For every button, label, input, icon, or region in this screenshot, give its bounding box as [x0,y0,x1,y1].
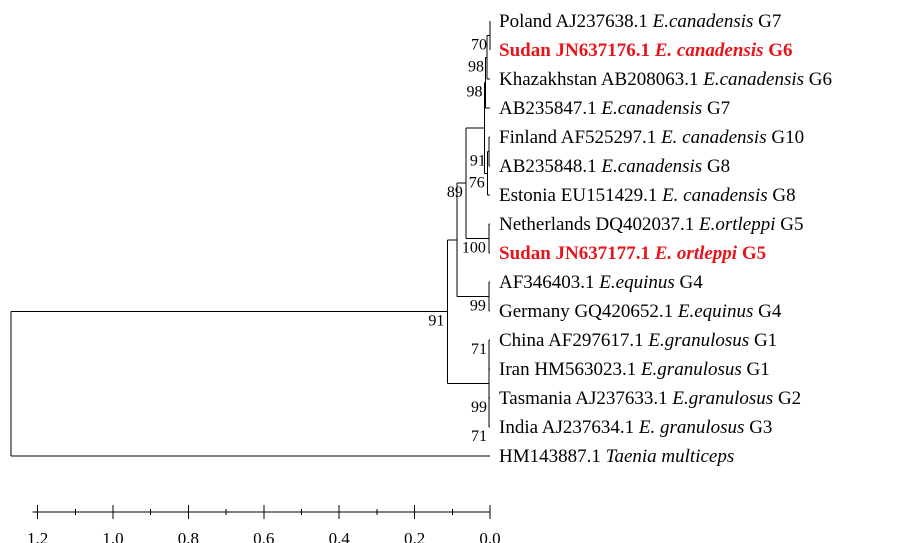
taxon-label-4: Finland AF525297.1 E. canadensis G10 [499,127,804,148]
axis-tick-label: 1.2 [27,529,48,543]
bootstrap-value-extra-0: 71 [471,341,487,358]
taxon-label-8: Sudan JN637177.1 E. ortleppi G5 [499,243,766,264]
bootstrap-value: 76 [469,174,485,191]
tree-branches [10,21,491,457]
taxon-label-5: AB235848.1 E.canadensis G8 [499,156,730,177]
taxon-label-2: Khazakhstan AB208063.1 E.canadensis G6 [499,69,832,90]
bootstrap-value: 98 [466,84,482,101]
taxon-label-0: Poland AJ237638.1 E.canadensis G7 [499,11,781,32]
axis-tick-label: 1.0 [102,529,123,543]
taxon-label-3: AB235847.1 E.canadensis G7 [499,98,730,119]
taxon-labels: Poland AJ237638.1 E.canadensis G7 Sudan J… [499,11,832,467]
bootstrap-value: 89 [447,184,463,201]
taxon-label-9: AF346403.1 E.equinus G4 [499,272,703,293]
axis-tick-label: 0.4 [329,529,351,543]
bootstrap-labels: 70 98 98 91 76 100 89 99 91 71 99 71 [428,37,487,446]
bootstrap-value: 99 [470,298,486,315]
distance-scale-axis: 1.2 1.0 0.8 0.6 0.4 0.2 0.0 [27,505,501,543]
bootstrap-value-extra-1: 99 [471,399,487,416]
bootstrap-value-extra-2: 71 [471,428,487,445]
bootstrap-value: 98 [468,58,484,75]
taxon-label-6: Estonia EU151429.1 E. canadensis G8 [499,185,796,206]
bootstrap-value: 91 [470,153,486,170]
taxon-label-11: China AF297617.1 E.granulosus G1 [499,330,777,351]
bootstrap-value: 91 [428,313,444,330]
taxon-label-14: India AJ237634.1 E. granulosus G3 [499,417,772,438]
axis-tick-label: 0.8 [178,529,199,543]
taxon-label-15: HM143887.1 Taenia multiceps [499,446,734,467]
bootstrap-value: 100 [462,240,486,257]
taxon-label-7: Netherlands DQ402037.1 E.ortleppi G5 [499,214,804,235]
taxon-label-10: Germany GQ420652.1 E.equinus G4 [499,301,782,322]
taxon-label-1: Sudan JN637176.1 E. canadensis G6 [499,40,793,61]
bootstrap-value: 70 [471,37,487,54]
axis-tick-label: 0.2 [404,529,425,543]
axis-tick-label: 0.0 [479,529,500,543]
axis-tick-label: 0.6 [253,529,274,543]
taxon-label-12: Iran HM563023.1 E.granulosus G1 [499,359,770,380]
taxon-label-13: Tasmania AJ237633.1 E.granulosus G2 [499,388,801,409]
